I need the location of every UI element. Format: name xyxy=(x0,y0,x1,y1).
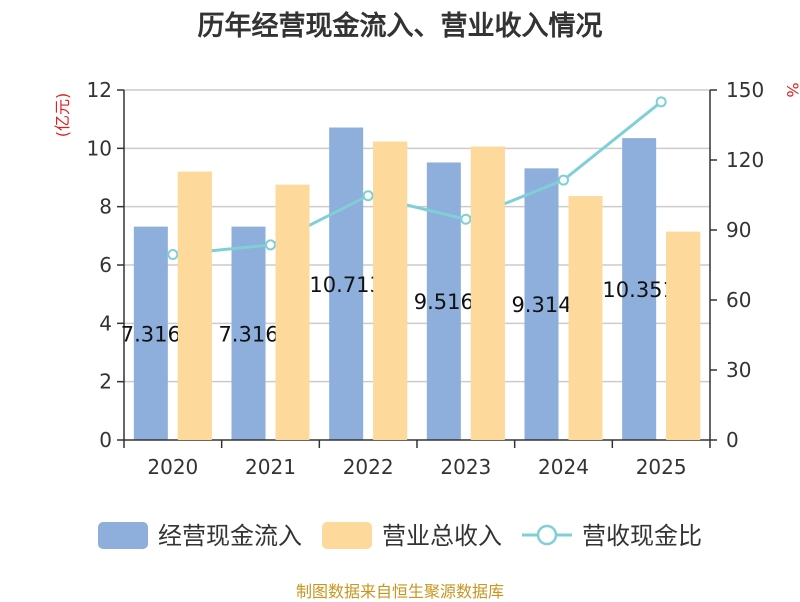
legend: 经营现金流入 营业总收入 营收现金比 xyxy=(98,522,702,550)
data-label: 7.316 xyxy=(218,322,278,346)
bar-revenue-overlay xyxy=(568,196,603,440)
right-tick-label: 150 xyxy=(726,78,764,102)
x-tick-label: 2024 xyxy=(538,455,589,479)
right-axis-unit: % xyxy=(783,82,800,97)
x-tick-label: 2022 xyxy=(343,455,394,479)
data-label: 7.316 xyxy=(121,322,181,346)
data-label: 9.314 xyxy=(511,293,571,317)
bar-cash-inflow xyxy=(133,226,168,440)
ratio-point xyxy=(558,174,569,186)
right-tick-label: 60 xyxy=(726,288,751,312)
x-tick-label: 2021 xyxy=(245,455,296,479)
bar-revenue-overlay xyxy=(470,146,505,441)
bar-revenue-overlay xyxy=(177,171,212,440)
bar-revenue-overlay xyxy=(275,184,310,440)
bar-cash-inflow xyxy=(426,162,461,440)
right-tick-label: 0 xyxy=(726,428,739,452)
left-axis-unit: (亿元) xyxy=(53,93,72,138)
legend-label: 营业总收入 xyxy=(382,522,502,550)
right-tick-label: 90 xyxy=(726,218,751,242)
right-tick-label: 30 xyxy=(726,358,751,382)
left-tick-label: 6 xyxy=(99,253,112,277)
data-label: 9.516 xyxy=(414,290,474,314)
chart-title: 历年经营现金流入、营业收入情况 xyxy=(197,11,603,42)
left-tick-label: 8 xyxy=(99,195,112,219)
left-tick-label: 12 xyxy=(87,78,112,102)
legend-label: 经营现金流入 xyxy=(158,522,302,550)
left-tick-label: 0 xyxy=(99,428,112,452)
ratio-line-path xyxy=(172,100,663,256)
bar-revenue-overlay xyxy=(666,231,701,440)
legend-swatch xyxy=(98,522,148,549)
left-tick-label: 2 xyxy=(99,370,112,394)
x-tick-label: 2020 xyxy=(147,455,198,479)
x-tick-label: 2025 xyxy=(636,455,687,479)
bar-cash-inflow xyxy=(231,226,266,440)
source-note: 制图数据来自恒生聚源数据库 xyxy=(295,582,504,601)
ratio-point xyxy=(362,190,374,202)
bar-cash-inflow xyxy=(524,168,559,440)
data-labels: 7.316 7.316 10.713 9.516 9.314 10.351 xyxy=(121,141,701,441)
data-label: 10.351 xyxy=(602,278,675,302)
legend-swatch xyxy=(322,522,372,549)
left-tick-label: 10 xyxy=(87,136,112,160)
left-tick-label: 4 xyxy=(99,311,112,335)
legend-point-swatch xyxy=(536,524,558,546)
bar-cash-inflow xyxy=(329,127,364,440)
bar-revenue-overlay xyxy=(373,141,408,440)
right-tick-label: 120 xyxy=(726,148,764,172)
ratio-point xyxy=(265,239,276,251)
ratio-point xyxy=(167,249,179,260)
legend-label: 营收现金比 xyxy=(582,522,702,550)
ratio-point xyxy=(655,96,667,108)
ratio-point xyxy=(460,213,472,225)
ratio-line xyxy=(167,96,667,260)
x-tick-label: 2023 xyxy=(440,455,491,479)
bar-cash-inflow xyxy=(622,138,657,441)
data-label: 10.713 xyxy=(309,273,382,297)
